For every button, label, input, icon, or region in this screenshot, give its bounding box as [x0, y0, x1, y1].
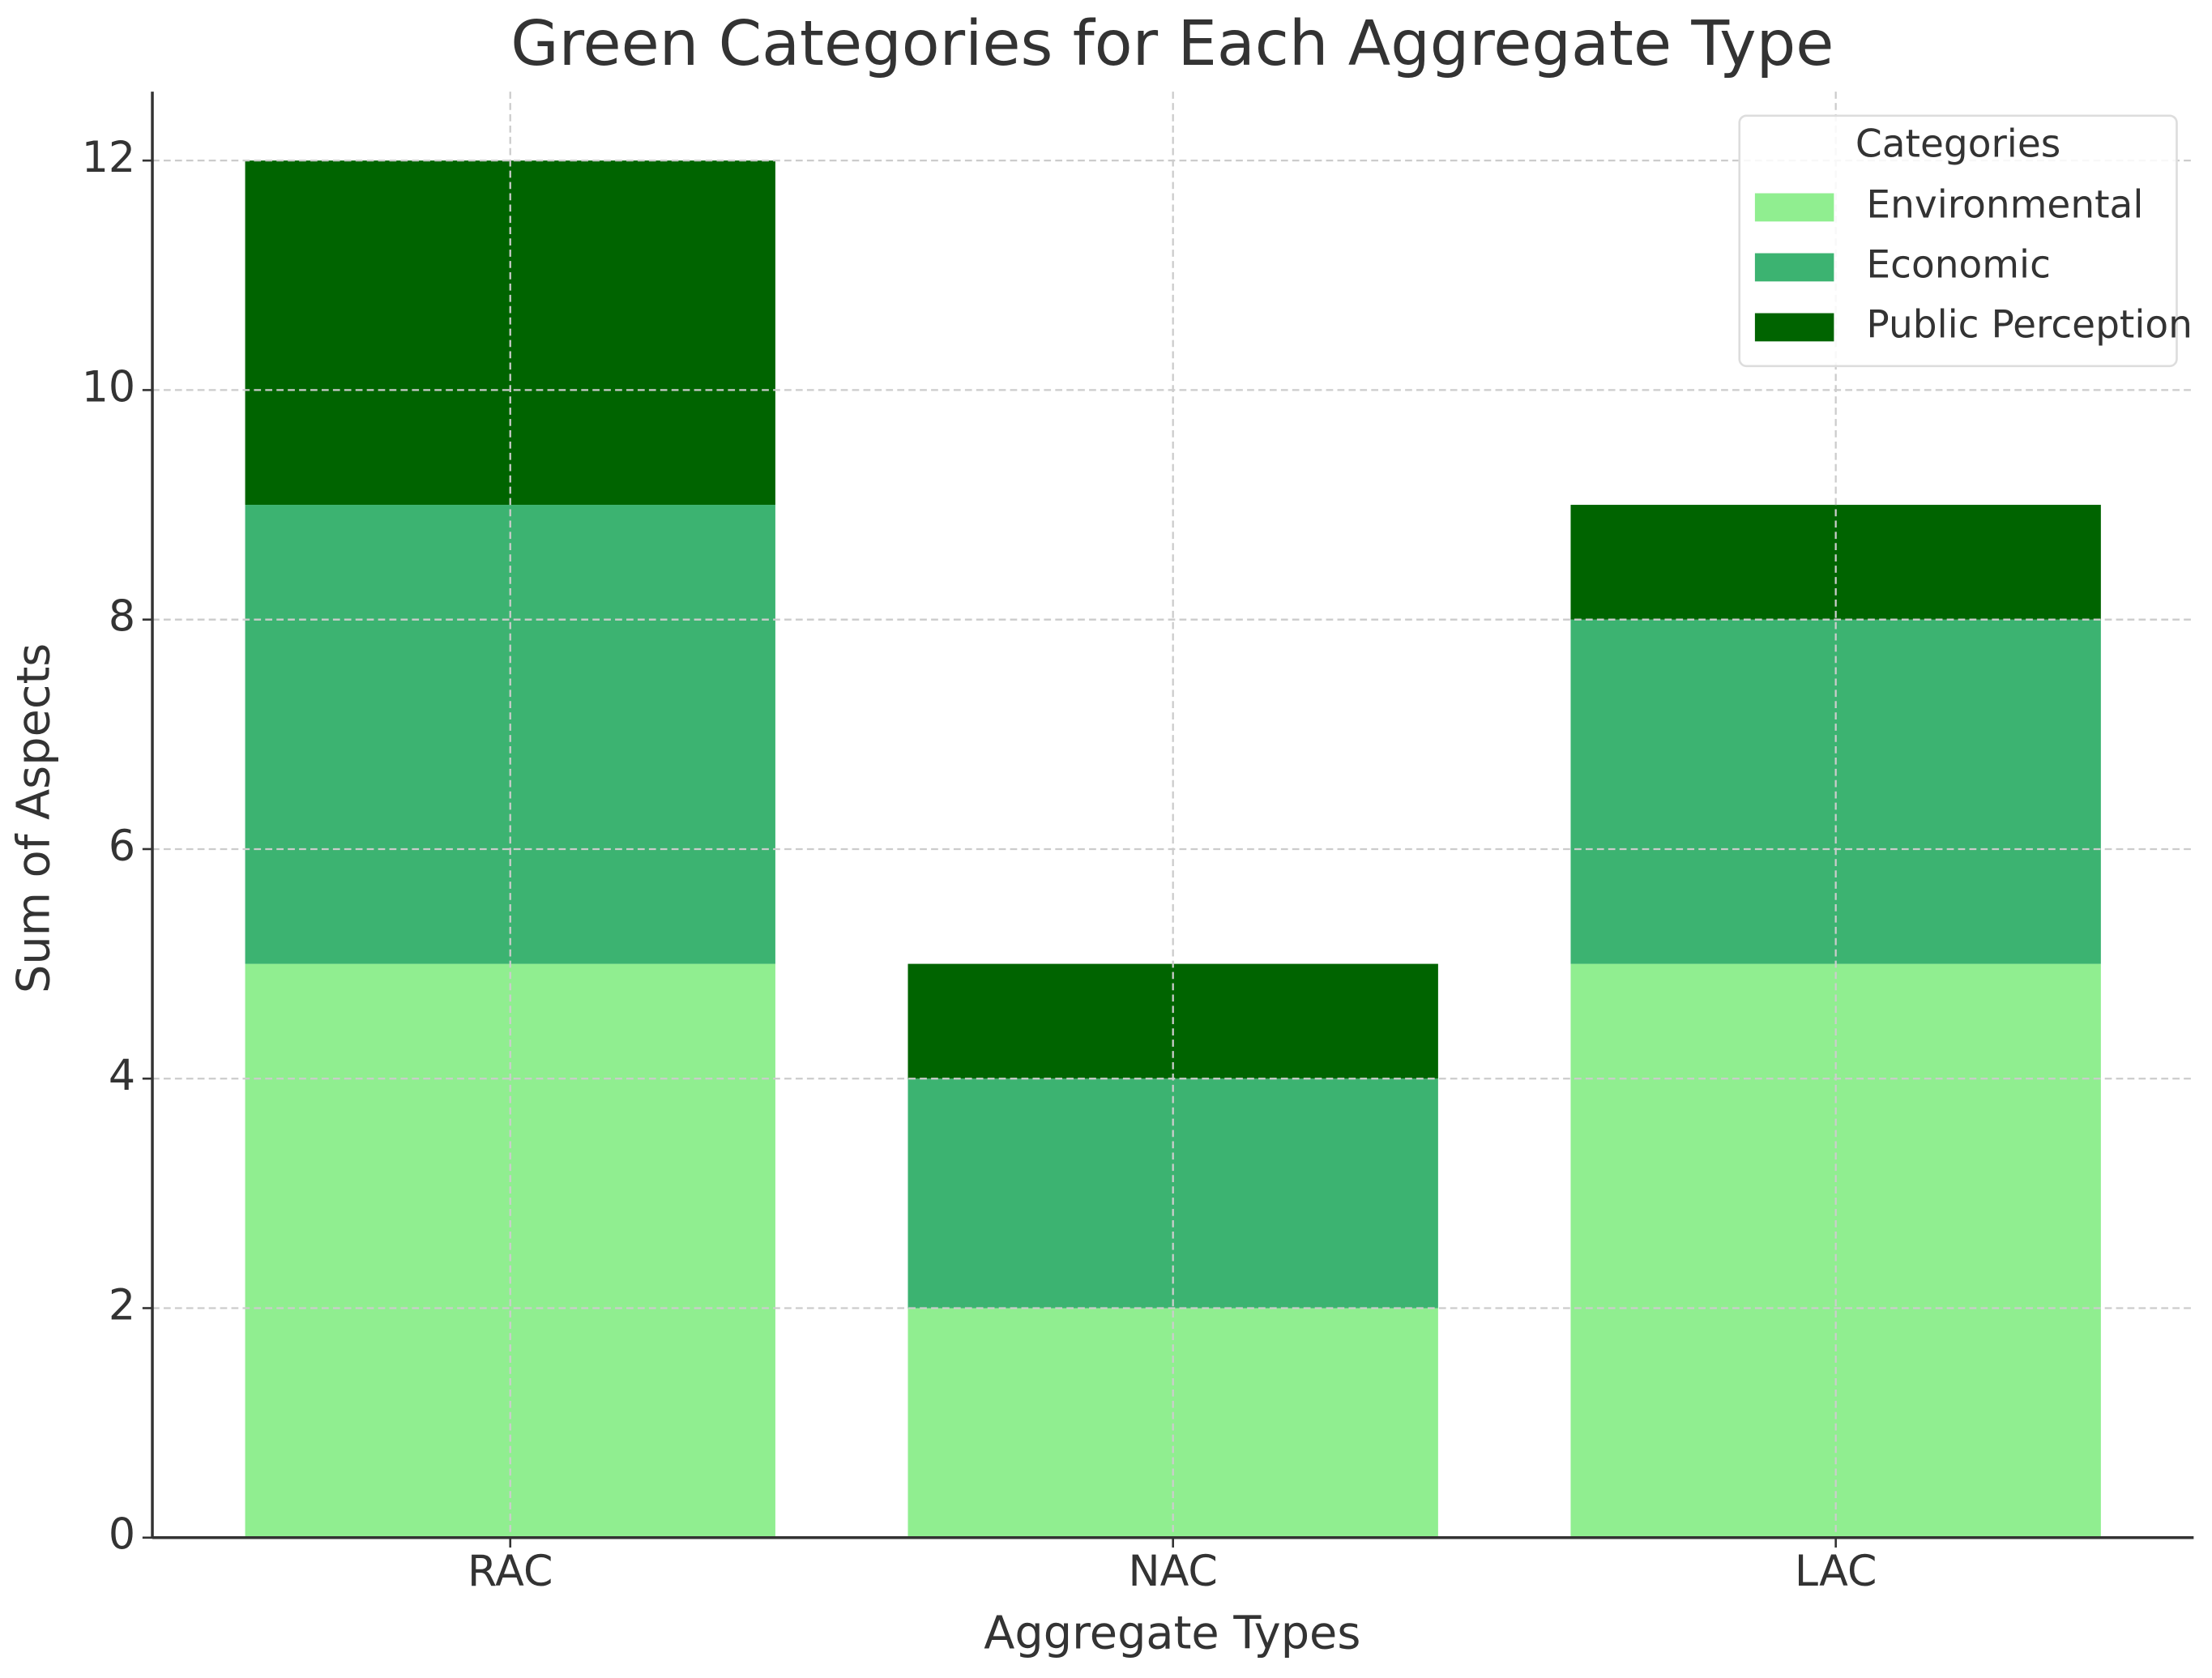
y-tick-label: 12	[82, 134, 135, 182]
y-tick-label: 0	[109, 1511, 135, 1560]
legend-label: Environmental	[1866, 182, 2143, 227]
legend-title: Categories	[1855, 122, 2060, 167]
x-tick-label: RAC	[468, 1548, 553, 1596]
x-axis-label: Aggregate Types	[984, 1608, 1360, 1660]
y-axis-label: Sum of Aspects	[7, 643, 60, 993]
legend-swatch	[1754, 313, 1834, 342]
y-tick-label: 10	[82, 363, 135, 412]
x-tick-label: LAC	[1795, 1548, 1877, 1596]
y-tick-label: 6	[109, 822, 135, 871]
chart-title: Green Categories for Each Aggregate Type	[510, 8, 1834, 80]
bar-segment	[1570, 963, 2101, 1538]
legend-swatch	[1754, 253, 1834, 282]
legend-label: Public Perception	[1866, 302, 2193, 347]
bar-segment	[245, 963, 775, 1538]
y-tick-label: 8	[109, 593, 135, 642]
legend-label: Economic	[1866, 242, 2051, 287]
legend-swatch	[1754, 193, 1834, 222]
x-tick-label: NAC	[1129, 1548, 1218, 1596]
legend-box	[1738, 114, 2178, 368]
y-tick-label: 2	[109, 1281, 135, 1330]
y-tick-label: 4	[109, 1052, 135, 1100]
